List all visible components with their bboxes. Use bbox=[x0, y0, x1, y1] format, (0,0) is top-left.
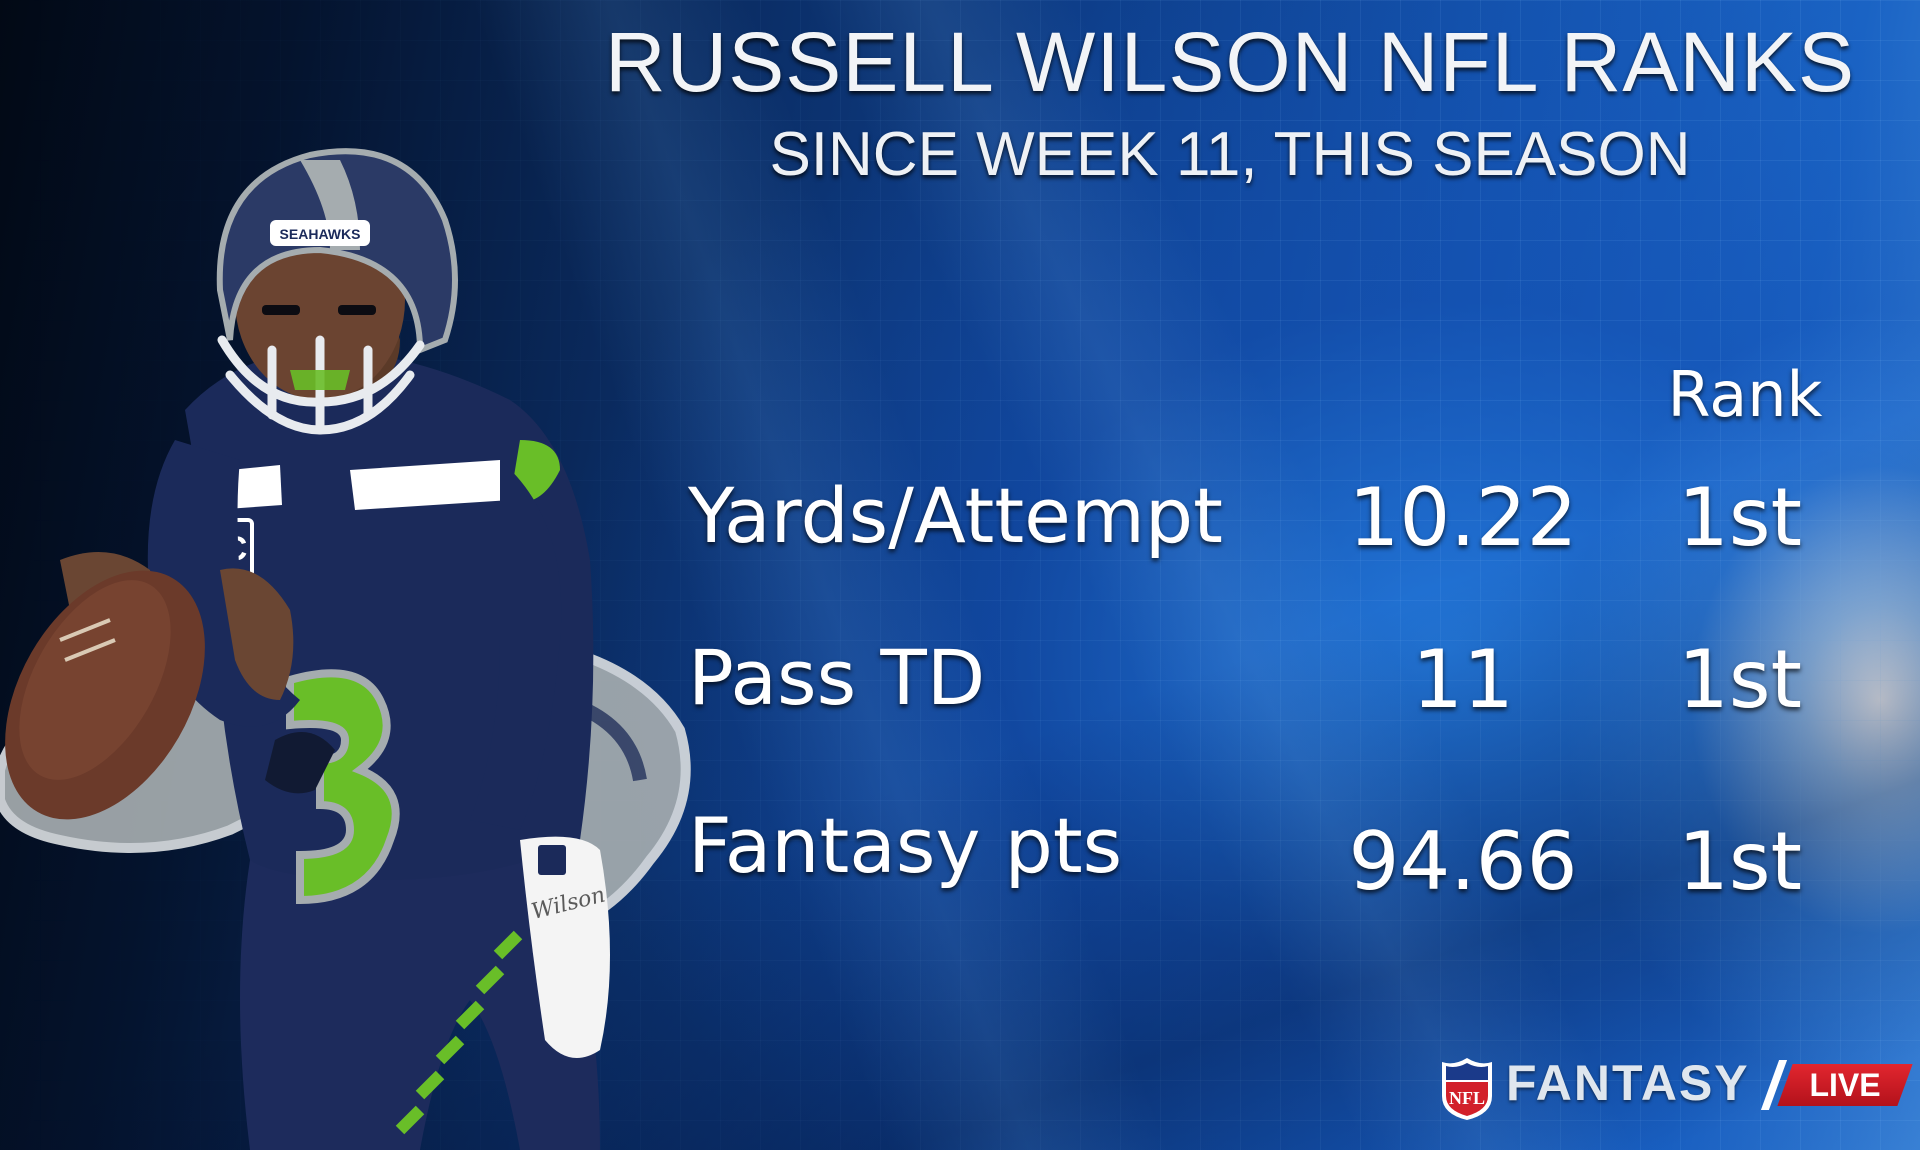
page-subtitle: SINCE WEEK 11, THIS SEASON bbox=[769, 120, 1691, 189]
stat-label-yards-attempt: Yards/Attempt bbox=[688, 471, 1223, 560]
rank-column-header: Rank bbox=[1667, 358, 1823, 431]
stat-value-fantasy-pts: 94.66 bbox=[1348, 815, 1578, 908]
stat-rank-pass-td: 1st bbox=[1678, 633, 1802, 726]
stat-rank-yards-attempt: 1st bbox=[1678, 471, 1802, 564]
nfl-fantasy-live-logo: NFL FANTASY LIVE bbox=[1440, 1052, 1913, 1124]
stat-label-fantasy-pts: Fantasy pts bbox=[688, 801, 1123, 890]
fantasy-wordmark: FANTASY bbox=[1506, 1055, 1750, 1111]
svg-text:NFL: NFL bbox=[1449, 1088, 1485, 1108]
stat-label-pass-td: Pass TD bbox=[688, 633, 986, 722]
player-photo: C SEAHAWKS bbox=[0, 148, 691, 1150]
stat-rank-fantasy-pts: 1st bbox=[1678, 815, 1802, 908]
stat-value-yards-attempt: 10.22 bbox=[1348, 471, 1578, 564]
live-badge: LIVE bbox=[1777, 1064, 1913, 1106]
stat-value-pass-td: 11 bbox=[1412, 633, 1514, 726]
nfl-shield-icon: NFL bbox=[1442, 1058, 1492, 1120]
live-badge-label: LIVE bbox=[1809, 1067, 1881, 1103]
helmet-icon: SEAHAWKS bbox=[216, 148, 458, 435]
page-title: RUSSELL WILSON NFL RANKS bbox=[604, 15, 1856, 109]
svg-text:SEAHAWKS: SEAHAWKS bbox=[280, 226, 361, 242]
